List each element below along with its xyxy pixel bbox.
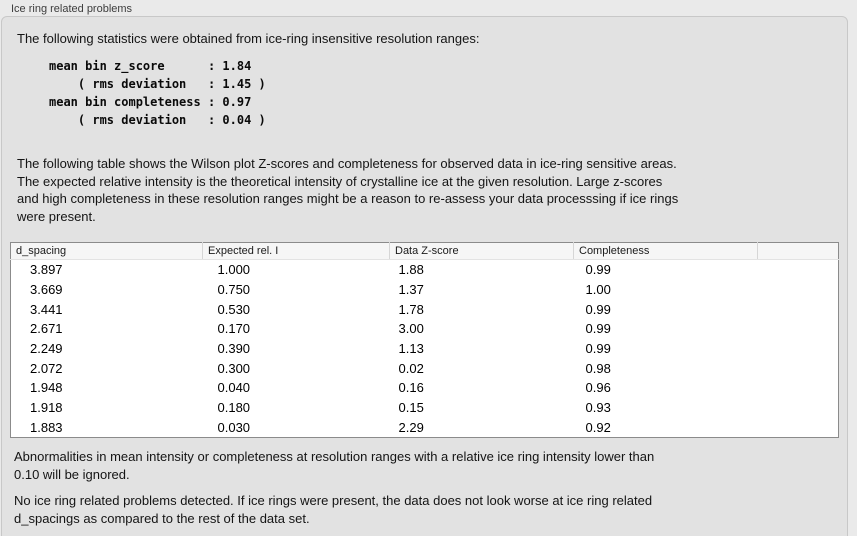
table-header-row: d_spacing Expected rel. I Data Z-score C… bbox=[10, 242, 839, 260]
table-cell: 3.441 bbox=[30, 301, 63, 317]
col-header-d-spacing[interactable]: d_spacing bbox=[10, 242, 203, 260]
text-line: The following table shows the Wilson plo… bbox=[17, 156, 677, 171]
table-row[interactable]: 2.072 0.300 0.02 0.98 bbox=[11, 358, 839, 378]
table-cell: 0.15 bbox=[398, 399, 424, 415]
table-cell-empty bbox=[758, 339, 839, 359]
table-cell: 2.29 bbox=[398, 419, 424, 435]
table-cell: 2.671 bbox=[30, 321, 63, 337]
table-cell-empty bbox=[758, 378, 839, 398]
table-cell: 2.072 bbox=[30, 360, 63, 376]
table-cell: 0.99 bbox=[585, 340, 611, 356]
table-row[interactable]: 1.948 0.040 0.16 0.96 bbox=[11, 378, 839, 398]
table-body: 3.897 1.000 1.88 0.99 3.669 0.750 1.37 1.00 3.44… bbox=[11, 260, 839, 438]
table-cell: 0.99 bbox=[585, 262, 611, 278]
table-row[interactable]: 3.897 1.000 1.88 0.99 bbox=[11, 260, 839, 280]
table-cell: 0.180 bbox=[217, 399, 251, 415]
table-cell: 1.13 bbox=[398, 340, 424, 356]
table-cell-empty bbox=[758, 398, 839, 418]
table-cell: 2.249 bbox=[30, 340, 63, 356]
text-line: were present. bbox=[17, 208, 96, 224]
table-cell-empty bbox=[758, 280, 839, 300]
table-cell: 1.883 bbox=[30, 419, 63, 435]
table-cell: 0.98 bbox=[585, 360, 611, 376]
text-line: and high completeness in these resolutio… bbox=[17, 191, 679, 206]
col-header-completeness[interactable]: Completeness bbox=[573, 242, 758, 260]
table-cell: 0.99 bbox=[585, 321, 611, 337]
table-cell: 0.390 bbox=[217, 340, 251, 356]
table-cell: 1.948 bbox=[30, 380, 63, 396]
table-cell: 1.88 bbox=[398, 262, 424, 278]
text-line: The expected relative intensity is the t… bbox=[17, 173, 663, 189]
table-row[interactable]: 3.669 0.750 1.37 1.00 bbox=[11, 280, 839, 300]
intro-text: The following statistics were obtained f… bbox=[17, 31, 480, 46]
table-row[interactable]: 2.671 0.170 3.00 0.99 bbox=[11, 319, 839, 339]
table-cell: 1.37 bbox=[398, 282, 424, 298]
table-cell: 0.040 bbox=[217, 380, 251, 396]
text-line: d_spacings as compared to the rest of th… bbox=[14, 510, 310, 526]
table-cell: 1.918 bbox=[30, 399, 63, 415]
table-row[interactable]: 1.883 0.030 2.29 0.92 bbox=[11, 417, 839, 437]
table-row[interactable]: 3.441 0.530 1.78 0.99 bbox=[11, 299, 839, 319]
table-row[interactable]: 2.249 0.390 1.13 0.99 bbox=[11, 339, 839, 359]
table-cell-empty bbox=[758, 260, 839, 280]
table-cell: 0.93 bbox=[585, 399, 611, 415]
stats-block: mean bin z_score : 1.84 ( rms deviation … bbox=[49, 57, 266, 129]
table-cell-empty bbox=[758, 299, 839, 319]
table-cell: 0.530 bbox=[217, 301, 251, 317]
conclusion-text: No ice ring related problems detected. I… bbox=[14, 492, 652, 527]
ice-ring-panel: The following statistics were obtained f… bbox=[1, 16, 848, 536]
col-header-expected-rel-i[interactable]: Expected rel. I bbox=[202, 242, 390, 260]
table-cell: 3.00 bbox=[398, 321, 424, 337]
table-cell: 3.897 bbox=[30, 262, 63, 278]
table-cell-empty bbox=[758, 319, 839, 339]
text-line: Abnormalities in mean intensity or compl… bbox=[14, 449, 655, 464]
table-cell: 0.750 bbox=[217, 282, 251, 298]
table-cell: 0.030 bbox=[217, 419, 251, 435]
text-line: No ice ring related problems detected. I… bbox=[14, 493, 653, 508]
table-cell: 0.300 bbox=[217, 360, 251, 376]
table-cell: 3.669 bbox=[30, 282, 63, 298]
text-line: ( rms deviation : 1.45 ) bbox=[49, 77, 266, 91]
table-description-text: The following table shows the Wilson plo… bbox=[17, 155, 678, 225]
text-line: mean bin z_score : 1.84 bbox=[49, 59, 252, 73]
table-cell: 0.99 bbox=[585, 301, 611, 317]
ice-ring-table[interactable]: d_spacing Expected rel. I Data Z-score C… bbox=[10, 242, 839, 438]
table-cell: 1.78 bbox=[398, 301, 424, 317]
table-cell: 1.000 bbox=[217, 262, 251, 278]
text-line: 0.10 will be ignored. bbox=[14, 466, 130, 482]
table-cell: 1.00 bbox=[585, 282, 611, 298]
panel-title: Ice ring related problems bbox=[11, 3, 133, 15]
table-cell: 0.16 bbox=[398, 380, 424, 396]
table-cell: 0.92 bbox=[585, 419, 611, 435]
text-line: ( rms deviation : 0.04 ) bbox=[49, 113, 266, 127]
table-cell-empty bbox=[758, 417, 839, 437]
table-cell: 0.96 bbox=[585, 380, 611, 396]
col-header-empty[interactable] bbox=[757, 242, 839, 260]
ignore-note-text: Abnormalities in mean intensity or compl… bbox=[14, 448, 654, 483]
table-cell: 0.02 bbox=[398, 360, 424, 376]
table-cell-empty bbox=[758, 358, 839, 378]
text-line: mean bin completeness : 0.97 bbox=[49, 95, 252, 109]
col-header-data-z-score[interactable]: Data Z-score bbox=[389, 242, 574, 260]
table-row[interactable]: 1.918 0.180 0.15 0.93 bbox=[11, 398, 839, 418]
table-cell: 0.170 bbox=[217, 321, 251, 337]
